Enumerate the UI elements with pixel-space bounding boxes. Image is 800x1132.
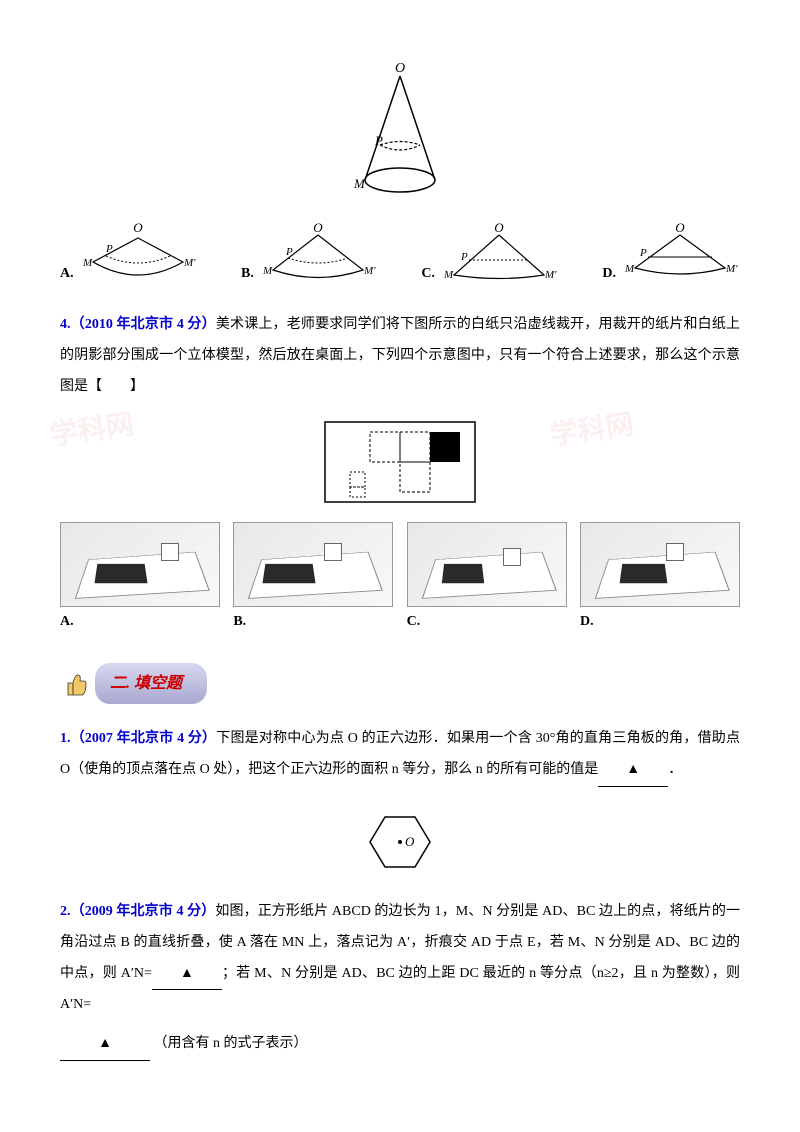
q4-prefix: 4.（2010 年北京市 4 分） [60, 317, 216, 332]
svg-text:M': M' [544, 269, 557, 281]
svg-text:P: P [639, 247, 647, 259]
q4-image-options: A. B. C. D. [60, 522, 740, 638]
option-label: D. [580, 614, 594, 629]
thumbs-up-icon [60, 669, 90, 699]
svg-text:O: O [133, 220, 143, 235]
q4-option-a: A. [60, 522, 220, 638]
option-label: B. [233, 614, 246, 629]
cone-label-m: M [353, 176, 366, 191]
option-label: C. [407, 614, 421, 629]
svg-text:M: M [82, 257, 93, 269]
svg-text:O: O [494, 220, 504, 235]
option-label: A. [60, 259, 74, 290]
option-a: A. O P M M' [60, 220, 198, 290]
hex-label-o: O [405, 834, 415, 849]
q4-text: 4.（2010 年北京市 4 分）美术课上，老师要求同学们将下图所示的白纸只沿虚… [60, 310, 740, 402]
cone-figure: O P M [60, 60, 740, 200]
cone-label-p: P [374, 133, 383, 148]
q4-center-figure [60, 417, 740, 507]
option-label: C. [421, 259, 435, 290]
cone-label-o: O [395, 61, 405, 76]
svg-text:P: P [460, 251, 468, 263]
svg-text:M': M' [363, 265, 376, 277]
fq2-blank-2: ▲ [60, 1029, 150, 1061]
svg-text:M': M' [183, 257, 196, 269]
fq1-prefix: 1.（2007 年北京市 4 分） [60, 731, 216, 746]
option-b: B. O P M M' [241, 220, 378, 290]
fq2-body-c: （用含有 n 的式子表示） [154, 1036, 308, 1051]
fq1-body-b: ． [668, 762, 682, 777]
option-label: D. [602, 259, 616, 290]
fq1-text: 1.（2007 年北京市 4 分）下图是对称中心为点 O 的正六边形．如果用一个… [60, 724, 740, 787]
option-label: A. [60, 614, 74, 629]
svg-text:M: M [624, 263, 635, 275]
option-label: B. [241, 259, 254, 290]
fq1-hexagon-figure: O [60, 802, 740, 882]
svg-text:O: O [675, 220, 685, 235]
svg-text:P: P [285, 246, 293, 258]
option-d: D. O P M M' [602, 220, 740, 290]
q4-option-d: D. [580, 522, 740, 638]
q4-option-b: B. [233, 522, 393, 638]
fq2-blank-1: ▲ [152, 959, 222, 991]
q4-option-c: C. [407, 522, 567, 638]
fq2-prefix: 2.（2009 年北京市 4 分） [60, 904, 215, 919]
svg-text:O: O [313, 220, 323, 235]
svg-text:M: M [262, 265, 273, 277]
section-2-header: 二. 填空题 [60, 663, 740, 704]
fq2-text-line2: ▲ （用含有 n 的式子表示） [60, 1029, 740, 1061]
svg-text:M': M' [725, 263, 738, 275]
q3-options-row: A. O P M M' B. O P M M' C. O P M M' [60, 220, 740, 290]
fq1-blank: ▲ [598, 755, 668, 787]
fq2-text: 2.（2009 年北京市 4 分）如图，正方形纸片 ABCD 的边长为 1，M、… [60, 897, 740, 1021]
svg-text:P: P [105, 243, 113, 255]
section-2-badge: 二. 填空题 [95, 663, 207, 704]
option-c: C. O P M M' [421, 220, 559, 290]
svg-text:M: M [443, 269, 454, 281]
